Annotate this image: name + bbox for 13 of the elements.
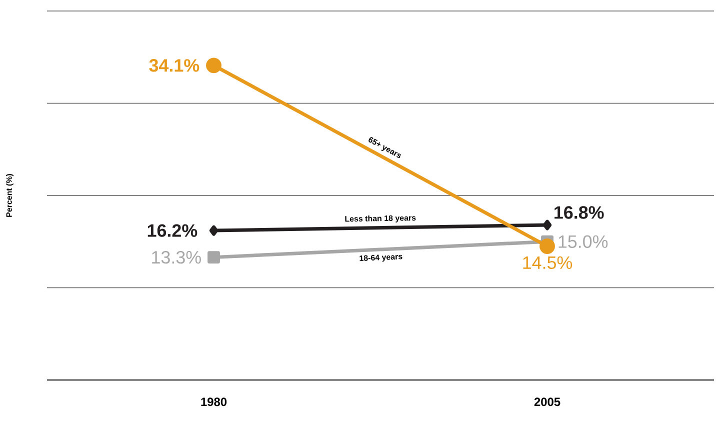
data-label: 13.3% — [152, 250, 201, 264]
data-label: 16.2% — [148, 224, 198, 237]
point — [208, 251, 220, 264]
point — [206, 58, 222, 74]
point — [542, 220, 552, 230]
x-tick-label: 1980 — [201, 398, 227, 406]
data-label: 15.0% — [558, 235, 608, 248]
data-label: 16.8% — [554, 206, 604, 219]
data-label: 34.1% — [149, 59, 200, 72]
point — [540, 238, 555, 254]
data-label: 14.5% — [523, 256, 572, 270]
point — [209, 225, 218, 236]
x-tick-label: 2005 — [534, 398, 560, 406]
